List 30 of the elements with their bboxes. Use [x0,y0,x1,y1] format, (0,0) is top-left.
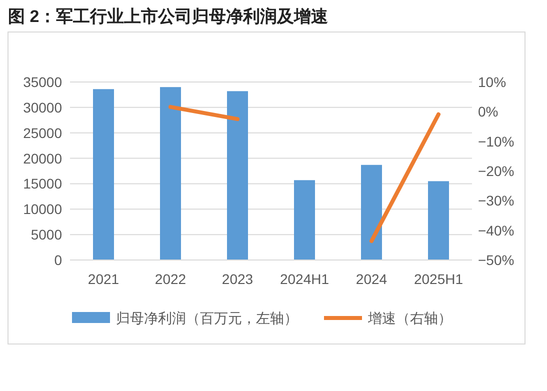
chart-title: 图 2：军工行业上市公司归母净利润及增速 [8,7,328,26]
bar [160,87,181,260]
bar [294,180,315,260]
y2-tick-label: −30% [478,192,514,209]
y2-tick-label: 0% [478,104,498,120]
y2-tick-label: 10% [478,74,506,90]
bar [93,89,114,260]
bar [428,181,449,260]
bar [227,91,248,260]
x-tick-label: 2024 [356,271,388,287]
y-tick-label: 35000 [23,74,62,90]
y-tick-label: 5000 [30,226,62,243]
y-tick-label: 25000 [23,124,62,141]
y2-tick-label: −40% [478,222,514,238]
x-tick-label: 2024H1 [280,271,330,287]
x-tick-label: 2023 [222,271,254,287]
legend-label: 归母净利润（百万元，左轴） [116,310,298,326]
y2-tick-label: −10% [478,133,514,150]
x-tick-label: 2022 [154,271,186,287]
y-tick-label: 0 [54,252,62,268]
y2-tick-label: −50% [478,252,514,268]
y-tick-label: 15000 [23,176,62,192]
y-tick-label: 10000 [23,201,62,218]
x-tick-label: 2025H1 [414,271,464,287]
y-tick-label: 30000 [23,99,62,116]
legend-label: 增速（右轴） [367,310,452,326]
bar [361,164,382,260]
y-tick-label: 20000 [23,150,62,166]
x-tick-label: 2021 [88,271,120,287]
y2-tick-label: −20% [478,163,514,179]
